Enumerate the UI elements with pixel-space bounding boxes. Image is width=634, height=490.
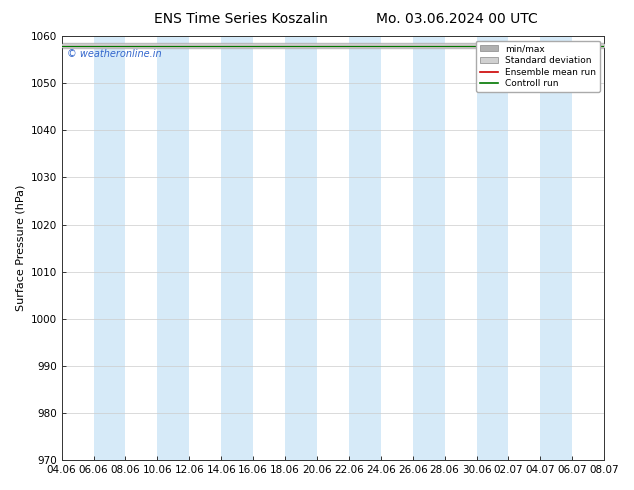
Bar: [413, 36, 444, 460]
Bar: [285, 36, 317, 460]
Bar: [94, 36, 126, 460]
Y-axis label: Surface Pressure (hPa): Surface Pressure (hPa): [15, 185, 25, 311]
Bar: [157, 36, 190, 460]
Bar: [540, 36, 573, 460]
Bar: [477, 36, 508, 460]
Text: ENS Time Series Koszalin: ENS Time Series Koszalin: [154, 12, 328, 26]
Text: Mo. 03.06.2024 00 UTC: Mo. 03.06.2024 00 UTC: [375, 12, 538, 26]
Text: © weatheronline.in: © weatheronline.in: [67, 49, 162, 59]
Legend: min/max, Standard deviation, Ensemble mean run, Controll run: min/max, Standard deviation, Ensemble me…: [476, 41, 600, 92]
Bar: [349, 36, 381, 460]
Bar: [221, 36, 253, 460]
